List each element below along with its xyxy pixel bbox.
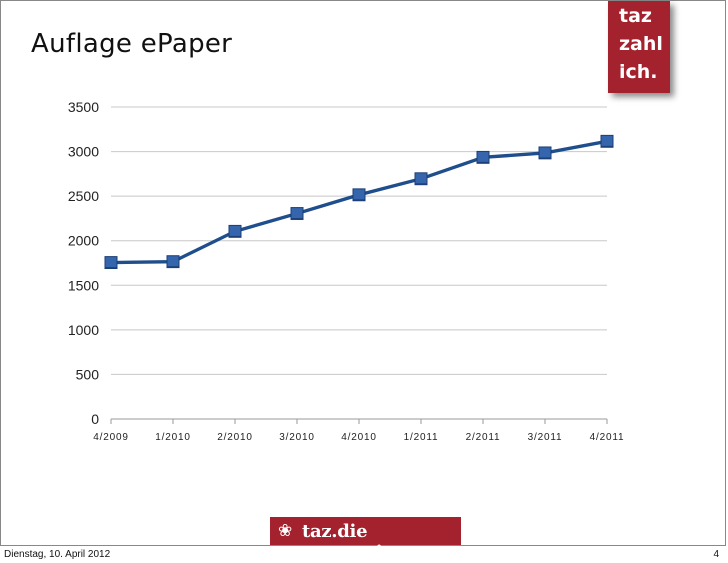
- data-point: [538, 146, 552, 159]
- data-point: [104, 256, 118, 269]
- x-tick-label: 3/2010: [279, 432, 314, 443]
- footer-logo-text: taz.die tageszeitung: [302, 521, 429, 563]
- data-point: [228, 224, 242, 237]
- slide: Auflage ePaper taz zahl ich. 0 500 1000 150…: [0, 0, 726, 546]
- page-number: 4: [713, 549, 719, 560]
- y-tick-label: 500: [76, 366, 100, 382]
- x-tick-label: 1/2010: [155, 432, 190, 443]
- y-tick-label: 3000: [68, 144, 99, 160]
- data-point: [414, 172, 428, 185]
- data-point: [352, 188, 366, 201]
- y-tick-label: 1500: [68, 277, 99, 293]
- y-tick-label: 2000: [68, 233, 99, 249]
- slide-title: Auflage ePaper: [31, 29, 233, 59]
- slide-date: Dienstag, 10. April 2012: [4, 549, 111, 560]
- taz-zahl-ich-logo: taz zahl ich.: [608, 1, 670, 93]
- x-tick-label: 4/2009: [93, 432, 128, 443]
- series-line: [110, 140, 608, 265]
- taz-footer-logo: ❀ taz.die tageszeitung: [270, 517, 461, 563]
- y-tick-label: 0: [91, 411, 99, 427]
- y-tick-label: 3500: [68, 99, 99, 115]
- data-point: [166, 255, 180, 268]
- brand-line-1: taz: [619, 5, 652, 27]
- x-tick-label: 4/2010: [341, 432, 376, 443]
- x-tick-label: 4/2011: [590, 432, 625, 443]
- series-line: [110, 139, 608, 264]
- data-point: [476, 150, 490, 163]
- y-tick-label: 1000: [68, 322, 99, 338]
- line-chart: 0 500 1000 1500 2000 2500 3000 3500 4/2009 1/2010…: [68, 99, 625, 443]
- y-tick-label: 2500: [68, 188, 99, 204]
- x-tick-label: 3/2011: [528, 432, 563, 443]
- x-tick-label: 1/2011: [404, 432, 439, 443]
- data-point: [290, 207, 304, 220]
- data-point: [600, 134, 614, 147]
- paw-icon: ❀: [278, 521, 293, 541]
- x-tick-label: 2/2011: [466, 432, 501, 443]
- brand-line-3: ich.: [619, 61, 658, 83]
- brand-line-2: zahl: [619, 33, 663, 55]
- x-tick-label: 2/2010: [217, 432, 252, 443]
